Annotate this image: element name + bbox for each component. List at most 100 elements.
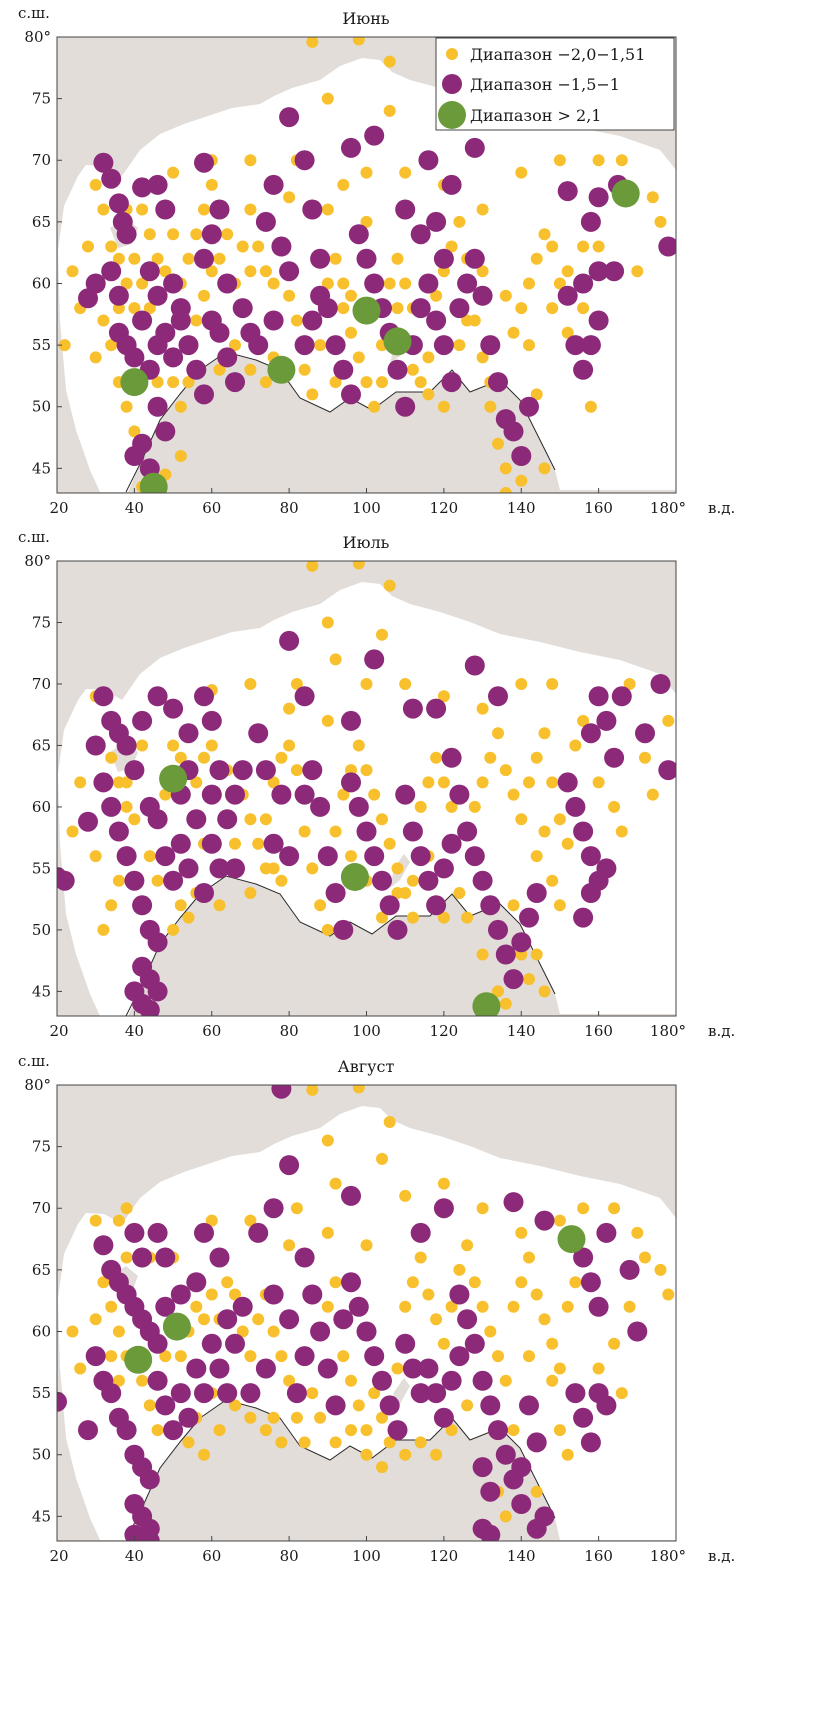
station-point-large [340,863,369,891]
station-point-medium [232,1296,253,1317]
station-point-small [182,376,195,389]
station-point-medium [209,1247,230,1268]
station-point-small [329,825,342,838]
station-point-small [461,911,474,924]
station-point-medium [194,248,214,269]
station-point-small [430,289,443,302]
station-point-medium [325,883,346,903]
station-point-small [546,874,559,887]
station-point-medium [511,1494,532,1514]
station-point-medium [255,760,276,781]
station-point-small [584,400,597,413]
station-point-medium [93,152,114,173]
station-point-medium [217,273,238,294]
lon-tick-label: 60 [202,1022,221,1040]
station-point-small [198,1448,210,1461]
station-point-small [530,850,543,863]
lon-unit-label: в.д. [708,499,735,517]
station-point-small [492,985,504,998]
station-point-small [515,813,528,826]
station-point-small [128,425,141,438]
station-point-small [329,1177,342,1190]
station-point-medium [573,1407,594,1428]
station-point-small [89,351,102,364]
station-point-small [406,911,419,924]
station-point-medium [580,211,601,232]
station-point-medium [286,1383,307,1404]
station-point-small [182,1436,195,1449]
station-point-small [252,837,265,850]
station-point-small [523,277,535,290]
station-point-medium [341,384,361,405]
lat-tick-label: 45 [32,982,51,1000]
station-point-small [174,400,187,413]
station-point-small [376,813,388,826]
station-point-medium [240,1383,261,1404]
station-points-july [57,561,676,1016]
station-point-small [484,751,497,764]
station-point-large [267,355,296,384]
station-point-small [229,339,241,352]
station-point-small [383,837,396,850]
station-point-small [530,252,543,265]
legend-marker-large [438,101,466,129]
station-point-small [414,1436,427,1449]
station-point-medium [364,649,385,670]
station-point-medium [519,396,539,417]
station-point-medium [503,969,524,990]
station-point-small [314,899,327,912]
lat-tick-label: 65 [32,736,51,754]
lon-tick-label: 40 [125,1022,144,1040]
station-point-medium [441,747,462,768]
station-point-small [515,1276,528,1289]
station-point-small [143,302,156,315]
station-point-small [639,751,651,764]
station-point-medium [178,335,199,356]
station-point-small [120,277,133,290]
station-point-medium [186,1272,207,1293]
station-point-small [476,702,489,715]
station-point-small [244,265,257,278]
station-point-small [383,277,396,290]
station-point-medium [426,1383,447,1404]
station-point-small [112,252,125,265]
station-point-small [507,788,520,801]
station-point-medium [155,1395,176,1416]
station-point-small [244,154,257,167]
station-point-medium [124,1524,145,1541]
station-point-medium [85,273,106,294]
station-point-medium [108,821,129,842]
station-point-medium [503,1192,524,1213]
station-point-medium [294,150,315,171]
station-point-medium [57,870,75,891]
station-point-medium [480,335,501,356]
station-point-small [569,1276,582,1289]
station-point-medium [588,187,609,208]
station-point-small [290,764,303,777]
station-point-small [646,191,659,204]
station-point-medium [596,1222,617,1243]
station-point-small [399,166,412,179]
station-point-small [112,874,125,887]
lon-tick-label: 80 [280,1022,299,1040]
station-point-small [283,739,296,752]
station-point-small [445,1424,458,1437]
station-point-small [352,351,365,364]
station-point-large [120,368,149,397]
station-point-small [592,776,605,789]
station-point-small [360,678,373,690]
station-point-small [213,899,226,912]
station-point-medium [402,821,423,842]
station-point-small [275,751,288,764]
station-point-medium [418,273,439,294]
station-point-medium [217,1309,238,1330]
station-point-small [290,1202,303,1215]
station-point-medium [201,710,222,731]
station-point-medium [341,1272,361,1293]
station-point-small [244,1214,257,1227]
station-point-small [236,1325,249,1338]
station-point-medium [101,261,122,282]
station-point-medium [480,1481,501,1502]
station-point-medium [217,1383,238,1404]
station-point-small [182,911,195,924]
